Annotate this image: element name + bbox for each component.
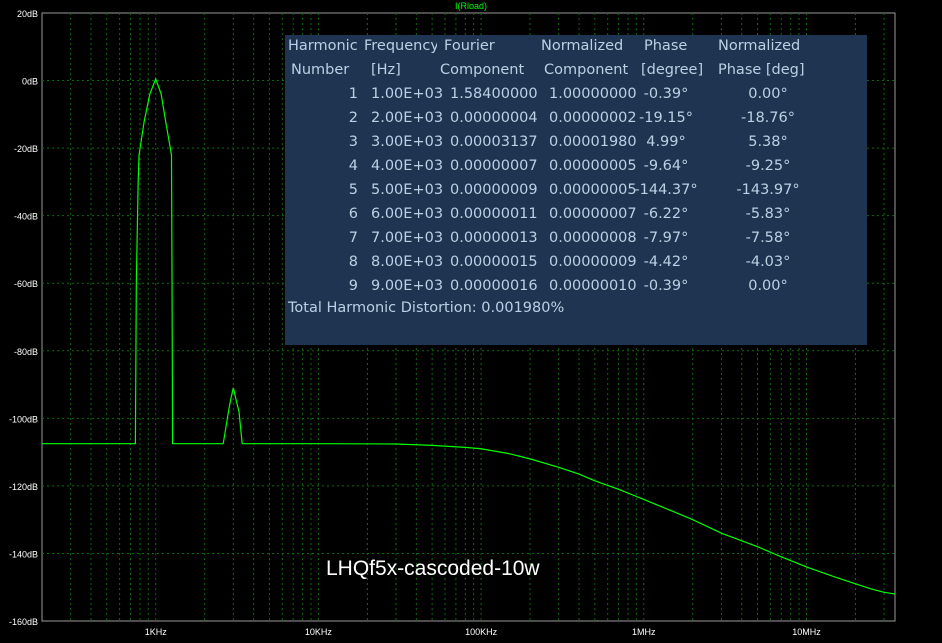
y-tick-label: -100dB: [9, 414, 38, 424]
normalized-phase: -18.76°: [741, 110, 795, 126]
header-frequency: Frequency: [364, 38, 437, 54]
header-harmonic: Harmonic: [288, 38, 358, 54]
circuit-annotation: LHQf5x-cascoded-10w: [326, 557, 540, 580]
normalized-phase: -7.58°: [745, 230, 791, 246]
normalized-component: 0.00000005: [549, 182, 637, 198]
harmonic-frequency: 8.00E+03: [371, 254, 444, 270]
harmonic-number: 5: [348, 182, 358, 198]
harmonic-row: 8 8.00E+03 0.00000015 0.00000009 -4.42° -4.03…: [285, 254, 867, 274]
harmonic-number: 9: [348, 278, 358, 294]
harmonic-row: 6 6.00E+03 0.00000011 0.00000007 -6.22° -5.83…: [285, 206, 867, 226]
harmonic-row: 9 9.00E+03 0.00000016 0.00000010 -0.39° 0.00°: [285, 278, 867, 298]
x-tick-label: 10KHz: [305, 627, 333, 637]
normalized-component: 0.00000010: [549, 278, 637, 294]
normalized-phase: -5.83°: [745, 206, 791, 222]
trace-line: [42, 77, 896, 595]
y-tick-label: -120dB: [9, 482, 38, 492]
normalized-component: 1.00000000: [549, 86, 637, 102]
harmonic-number: 2: [348, 110, 358, 126]
phase-degree: -6.22°: [643, 206, 689, 222]
harmonic-row: 2 2.00E+03 0.00000004 0.00000002 -19.15° -18.…: [285, 110, 867, 130]
fourier-component: 0.00003137: [450, 134, 538, 150]
header-component-2: Component: [544, 62, 629, 78]
normalized-component: 0.00000009: [549, 254, 637, 270]
fourier-component: 0.00000004: [450, 110, 538, 126]
harmonic-frequency: 2.00E+03: [371, 110, 444, 126]
y-axis-tick-labels: 20dB 0dB -20dB -40dB -60dB -80dB -100dB -120dB -…: [9, 9, 38, 627]
y-tick-label: -160dB: [9, 617, 38, 627]
harmonic-row: 4 4.00E+03 0.00000007 0.00000005 -9.64° -9.25…: [285, 158, 867, 178]
phase-degree: 4.99°: [646, 134, 686, 150]
fourier-component: 0.00000007: [450, 158, 538, 174]
y-tick-label: -60dB: [14, 279, 38, 289]
fourier-component: 0.00000015: [450, 254, 538, 270]
x-tick-label: 1KHz: [145, 627, 168, 637]
harmonic-row: 7 7.00E+03 0.00000013 0.00000008 -7.97° -7.58…: [285, 230, 867, 250]
harmonic-row: 5 5.00E+03 0.00000009 0.00000005 -144.37° -14…: [285, 182, 867, 202]
header-phase-deg: Phase [deg]: [718, 62, 805, 78]
y-tick-label: -80dB: [14, 347, 38, 357]
header-row-top: Harmonic Frequency Fourier Normalized Ph…: [285, 38, 867, 58]
x-axis-tick-labels: 1KHz 10KHz 100KHz 1MHz 10MHz: [145, 627, 822, 637]
normalized-component: 0.00001980: [549, 134, 637, 150]
total-harmonic-distortion: Total Harmonic Distortion: 0.001980%: [288, 300, 565, 316]
harmonic-row: 1 1.00E+03 1.58400000 1.00000000 -0.39° 0.00°: [285, 86, 867, 106]
y-tick-label: 0dB: [22, 77, 38, 87]
phase-degree: -0.39°: [643, 86, 689, 102]
header-component: Component: [440, 62, 525, 78]
harmonic-number: 4: [348, 158, 358, 174]
phase-degree: -19.15°: [639, 110, 693, 126]
y-tick-label: -140dB: [9, 549, 38, 559]
normalized-component: 0.00000007: [549, 206, 637, 222]
y-tick-label: -40dB: [14, 212, 38, 222]
header-row-bottom: Number [Hz] Component Component [degree]…: [285, 62, 867, 82]
normalized-phase: -143.97°: [736, 182, 800, 198]
normalized-component: 0.00000005: [549, 158, 637, 174]
header-phase: Phase: [644, 38, 688, 54]
harmonic-frequency: 3.00E+03: [371, 134, 444, 150]
normalized-phase: -4.03°: [745, 254, 791, 270]
fourier-component: 0.00000016: [450, 278, 538, 294]
header-hz: [Hz]: [371, 62, 401, 78]
x-tick-label: 10MHz: [792, 627, 821, 637]
normalized-component: 0.00000002: [549, 110, 637, 126]
header-fourier: Fourier: [444, 38, 495, 54]
trace-title: I(Rload): [454, 1, 487, 11]
normalized-phase: 5.38°: [748, 134, 788, 150]
harmonic-frequency: 5.00E+03: [371, 182, 444, 198]
harmonic-number: 7: [348, 230, 358, 246]
header-normalized: Normalized: [541, 38, 624, 54]
harmonic-frequency: 1.00E+03: [371, 86, 444, 102]
harmonic-frequency: 9.00E+03: [371, 278, 444, 294]
fourier-component: 1.58400000: [450, 86, 538, 102]
x-tick-label: 1MHz: [632, 627, 656, 637]
harmonic-number: 1: [348, 86, 358, 102]
fourier-component: 0.00000013: [450, 230, 538, 246]
phase-degree: -144.37°: [634, 182, 698, 198]
harmonic-frequency: 6.00E+03: [371, 206, 444, 222]
phase-degree: -7.97°: [643, 230, 689, 246]
phase-degree: -9.64°: [643, 158, 689, 174]
harmonic-frequency: 7.00E+03: [371, 230, 444, 246]
harmonic-number: 3: [348, 134, 358, 150]
y-tick-label: 20dB: [17, 9, 38, 19]
harmonic-number: 8: [348, 254, 358, 270]
fourier-component: 0.00000011: [450, 206, 538, 222]
fourier-component: 0.00000009: [450, 182, 538, 198]
normalized-phase: 0.00°: [748, 278, 788, 294]
header-degree: [degree]: [641, 62, 704, 78]
normalized-phase: 0.00°: [748, 86, 788, 102]
phase-degree: -0.39°: [643, 278, 689, 294]
harmonic-number: 6: [348, 206, 358, 222]
phase-degree: -4.42°: [643, 254, 689, 270]
harmonic-frequency: 4.00E+03: [371, 158, 444, 174]
x-tick-label: 100KHz: [465, 627, 498, 637]
normalized-component: 0.00000008: [549, 230, 637, 246]
y-tick-label: -20dB: [14, 144, 38, 154]
header-number: Number: [291, 62, 350, 78]
normalized-phase: -9.25°: [745, 158, 791, 174]
fourier-results-panel: Harmonic Frequency Fourier Normalized Ph…: [285, 35, 867, 345]
harmonic-row: 3 3.00E+03 0.00003137 0.00001980 4.99° 5.38°: [285, 134, 867, 154]
header-normalized-phase: Normalized: [718, 38, 801, 54]
